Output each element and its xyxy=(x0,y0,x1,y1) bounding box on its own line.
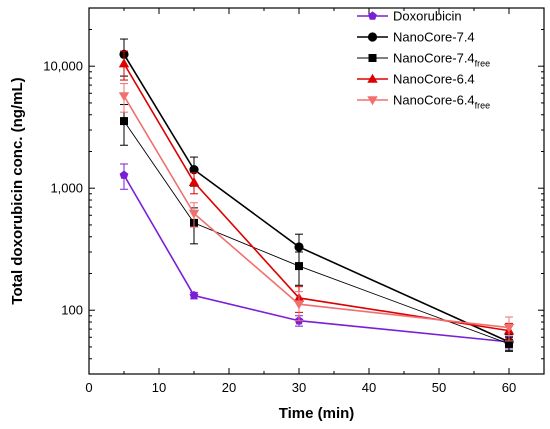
y-tick-label: 1,000 xyxy=(50,181,83,196)
data-point xyxy=(118,92,130,102)
legend-label: Doxorubicin xyxy=(393,9,462,24)
x-tick-label: 30 xyxy=(292,380,306,395)
data-point xyxy=(118,58,130,68)
series-line xyxy=(123,174,510,343)
legend-marker xyxy=(367,32,378,42)
legend-entry-3: NanoCore-6.4 xyxy=(357,72,475,87)
series-layer xyxy=(118,38,515,352)
x-tick-label: 10 xyxy=(152,380,166,395)
x-tick-label: 0 xyxy=(85,380,92,395)
series-line xyxy=(123,53,510,343)
data-point xyxy=(189,165,199,175)
legend-label-main: NanoCore-7.4 xyxy=(393,51,475,66)
legend-entry-2: NanoCore-7.4free xyxy=(357,51,490,69)
legend-label-main: NanoCore-6.4 xyxy=(393,72,475,87)
y-axis-title: Total doxorubicin conc. (ng/mL) xyxy=(9,77,26,304)
data-point xyxy=(189,290,199,300)
axes-layer: 0 10 20 30 40 50 60 100 1,000 10,000 xyxy=(43,7,544,395)
series-line xyxy=(123,95,510,329)
legend-marker xyxy=(367,96,378,106)
x-tick-label: 20 xyxy=(222,380,236,395)
data-point xyxy=(294,242,304,252)
legend: DoxorubicinNanoCore-7.4NanoCore-7.4freeN… xyxy=(357,9,490,111)
legend-entry-1: NanoCore-7.4 xyxy=(357,30,475,45)
data-point xyxy=(119,170,129,179)
data-point xyxy=(120,117,128,126)
legend-entry-0: Doxorubicin xyxy=(357,9,462,24)
data-point xyxy=(188,177,200,187)
legend-label: NanoCore-7.4free xyxy=(393,51,490,69)
legend-label-subscript: free xyxy=(475,101,491,111)
x-tick-label: 50 xyxy=(432,380,446,395)
y-tick-label: 10,000 xyxy=(43,59,83,74)
series-4 xyxy=(118,83,515,342)
x-tick-label: 40 xyxy=(362,380,376,395)
series-line xyxy=(123,120,510,345)
legend-label-main: Doxorubicin xyxy=(393,9,462,24)
series-0 xyxy=(119,163,514,349)
data-point xyxy=(295,262,303,271)
legend-label: NanoCore-6.4 xyxy=(393,72,475,87)
legend-label-subscript: free xyxy=(475,59,491,69)
legend-marker xyxy=(368,54,377,62)
legend-label-main: NanoCore-6.4 xyxy=(393,93,475,108)
series-line xyxy=(123,63,510,332)
data-point xyxy=(293,300,305,310)
data-point xyxy=(503,323,515,333)
legend-marker xyxy=(367,73,378,83)
legend-label: NanoCore-7.4 xyxy=(393,30,475,45)
legend-marker xyxy=(368,11,377,20)
plot-area xyxy=(88,7,545,375)
y-tick-label: 100 xyxy=(61,303,83,318)
data-point xyxy=(188,209,200,219)
plot-frame xyxy=(88,7,545,375)
legend-entry-4: NanoCore-6.4free xyxy=(357,93,490,111)
x-tick-label: 60 xyxy=(502,380,516,395)
legend-label-main: NanoCore-7.4 xyxy=(393,30,475,45)
series-2 xyxy=(120,104,513,352)
data-point xyxy=(505,339,513,348)
legend-label: NanoCore-6.4free xyxy=(393,93,490,111)
x-axis-title: Time (min) xyxy=(279,405,355,422)
